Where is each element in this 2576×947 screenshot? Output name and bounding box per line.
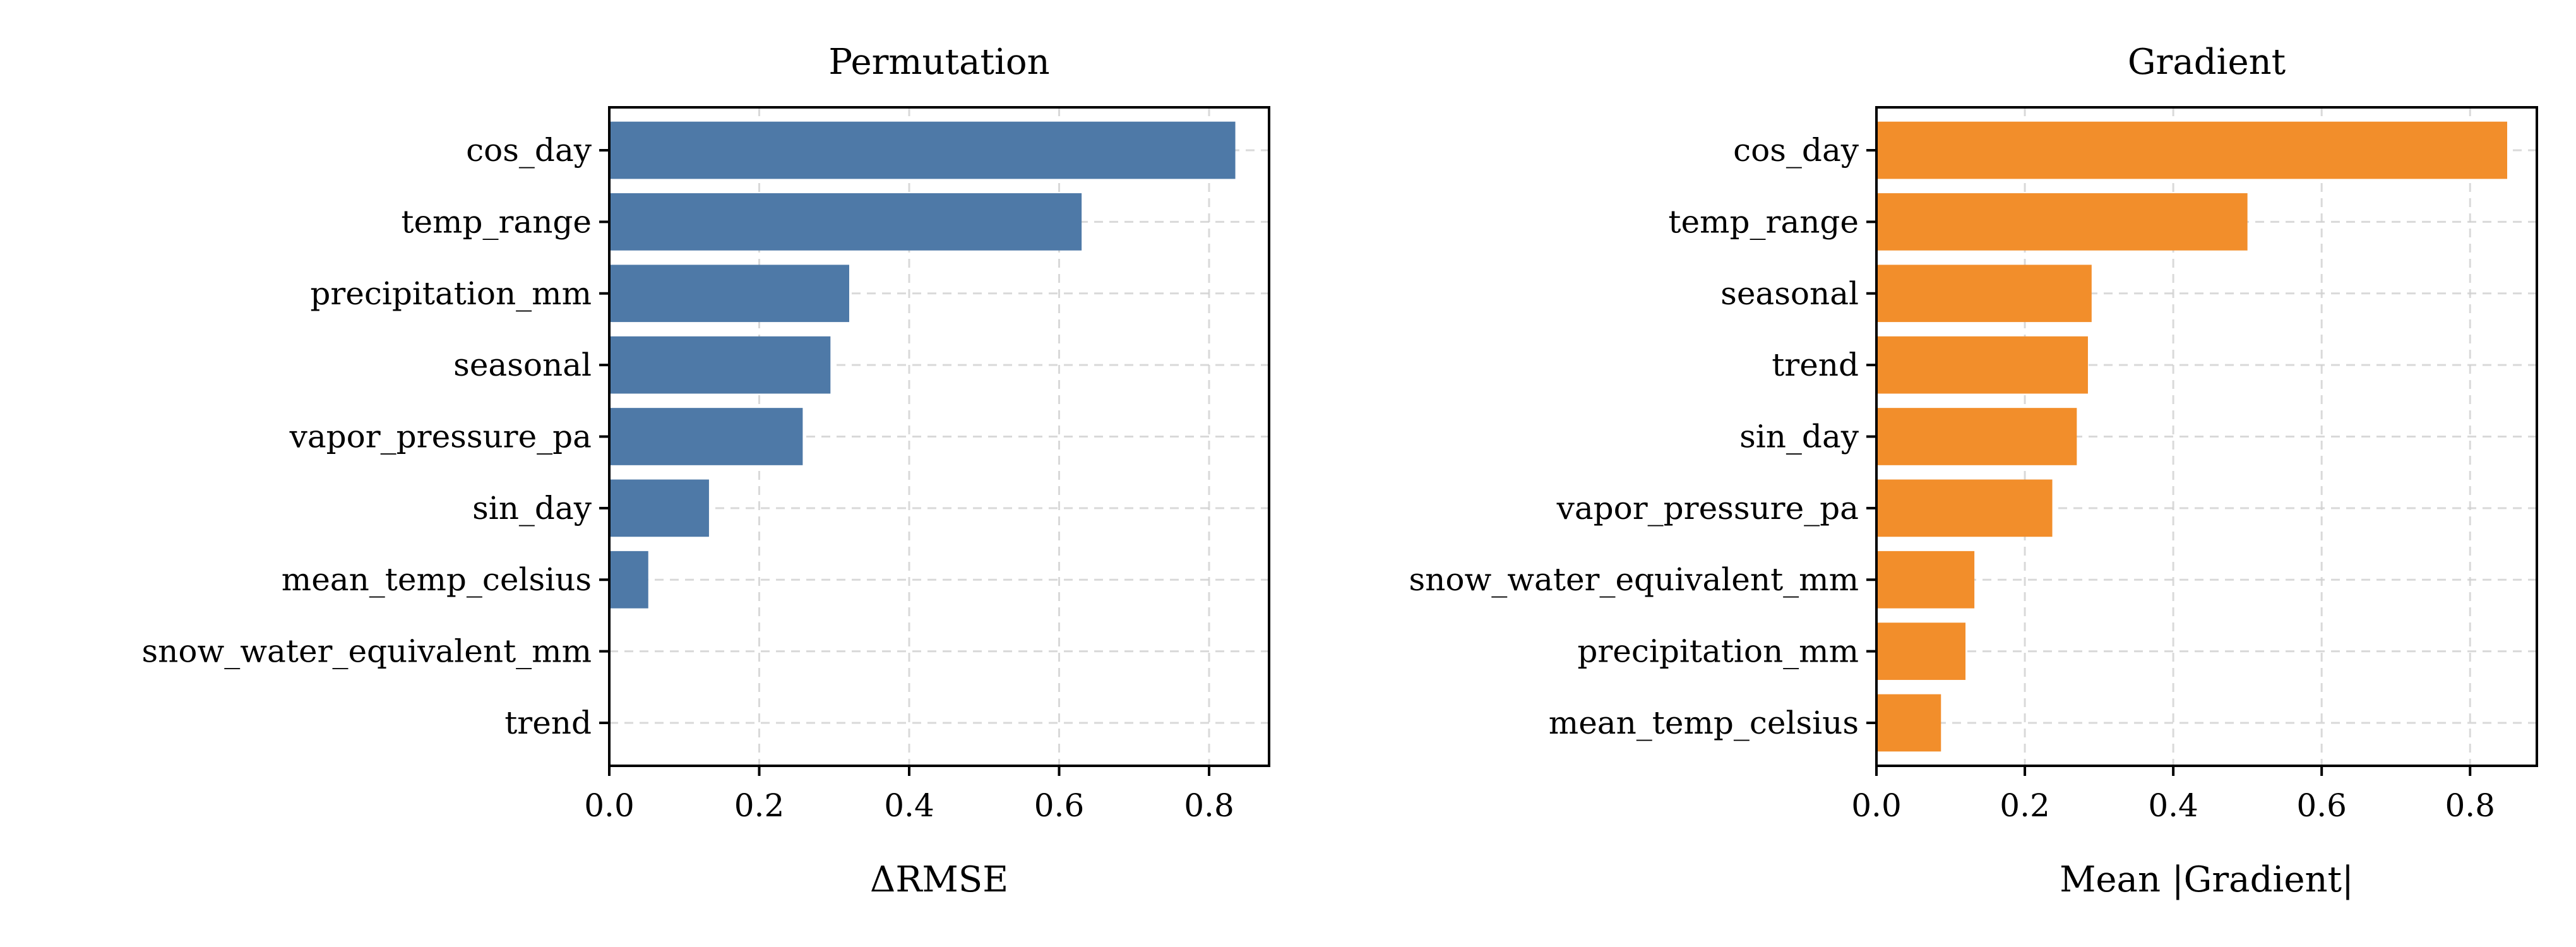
ytick-label-mean-temp-celsius: mean_temp_celsius [1549, 705, 1859, 741]
gradient-panel: 0.0 0.2 0.4 0.6 0.8 cos_day temp_range seasonal… [1409, 42, 2538, 900]
bar-sin-day [1876, 408, 2077, 465]
ytick-label-cos-day: cos_day [1733, 132, 1859, 169]
permutation-xtick-label: 0.0 [584, 787, 635, 824]
bar-precipitation-mm [609, 265, 849, 323]
bar-cos-day [1876, 121, 2507, 179]
ytick-label-vapor-pressure-pa: vapor_pressure_pa [1556, 490, 1859, 527]
ytick-label-vapor-pressure-pa: vapor_pressure_pa [289, 419, 592, 455]
ytick-label-cos-day: cos_day [466, 132, 592, 169]
gradient-xtick-label: 0.2 [2000, 787, 2050, 824]
bar-precipitation-mm [1876, 622, 1966, 680]
bar-trend [1876, 336, 2088, 394]
bar-cos-day [609, 121, 1236, 179]
gradient-xtick-label: 0.4 [2148, 787, 2198, 824]
ytick-label-temp-range: temp_range [401, 203, 592, 240]
bar-mean-temp-celsius [1876, 694, 1941, 752]
permutation-xtick-label: 0.6 [1034, 787, 1085, 824]
bar-seasonal [1876, 265, 2092, 323]
ytick-label-trend: trend [1772, 347, 1859, 383]
ytick-label-seasonal: seasonal [453, 347, 592, 383]
gradient-title: Gradient [2128, 42, 2286, 83]
ytick-label-sin-day: sin_day [472, 490, 592, 527]
bar-temp-range [1876, 193, 2248, 251]
gradient-ticks: 0.0 0.2 0.4 0.6 0.8 cos_day temp_range seasonal… [1409, 132, 2495, 824]
gradient-xlabel: Mean |Gradient| [2060, 859, 2354, 900]
ytick-label-trend: trend [504, 705, 592, 741]
bar-vapor-pressure-pa [1876, 479, 2053, 537]
permutation-title: Permutation [828, 42, 1049, 83]
ytick-label-snow-water-equivalent-mm: snow_water_equivalent_mm [142, 633, 592, 670]
ytick-label-snow-water-equivalent-mm: snow_water_equivalent_mm [1409, 561, 1859, 598]
ytick-label-mean-temp-celsius: mean_temp_celsius [282, 561, 592, 598]
ytick-label-sin-day: sin_day [1739, 419, 1859, 455]
ytick-label-precipitation-mm: precipitation_mm [1577, 633, 1859, 670]
gradient-bars [1876, 121, 2507, 752]
ytick-label-seasonal: seasonal [1720, 275, 1859, 312]
permutation-ticks: 0.0 0.2 0.4 0.6 0.8 cos_day temp_range precipit… [142, 132, 1234, 824]
ytick-label-precipitation-mm: precipitation_mm [310, 275, 592, 312]
bar-vapor-pressure-pa [609, 408, 803, 465]
bar-snow-water-equivalent-mm [1876, 551, 1975, 609]
gradient-xtick-label: 0.6 [2296, 787, 2347, 824]
bar-mean-temp-celsius [609, 551, 648, 609]
permutation-panel: 0.0 0.2 0.4 0.6 0.8 cos_day temp_range precipit… [142, 42, 1270, 900]
permutation-bars [609, 121, 1236, 609]
gradient-xtick-label: 0.8 [2445, 787, 2495, 824]
permutation-xtick-label: 0.2 [734, 787, 785, 824]
ytick-label-temp-range: temp_range [1668, 203, 1859, 240]
gradient-xtick-label: 0.0 [1851, 787, 1902, 824]
bar-temp-range [609, 193, 1082, 251]
permutation-xtick-label: 0.8 [1184, 787, 1234, 824]
permutation-xtick-label: 0.4 [884, 787, 934, 824]
bar-sin-day [609, 479, 709, 537]
permutation-xlabel: ΔRMSE [870, 859, 1008, 900]
bar-seasonal [609, 336, 831, 394]
